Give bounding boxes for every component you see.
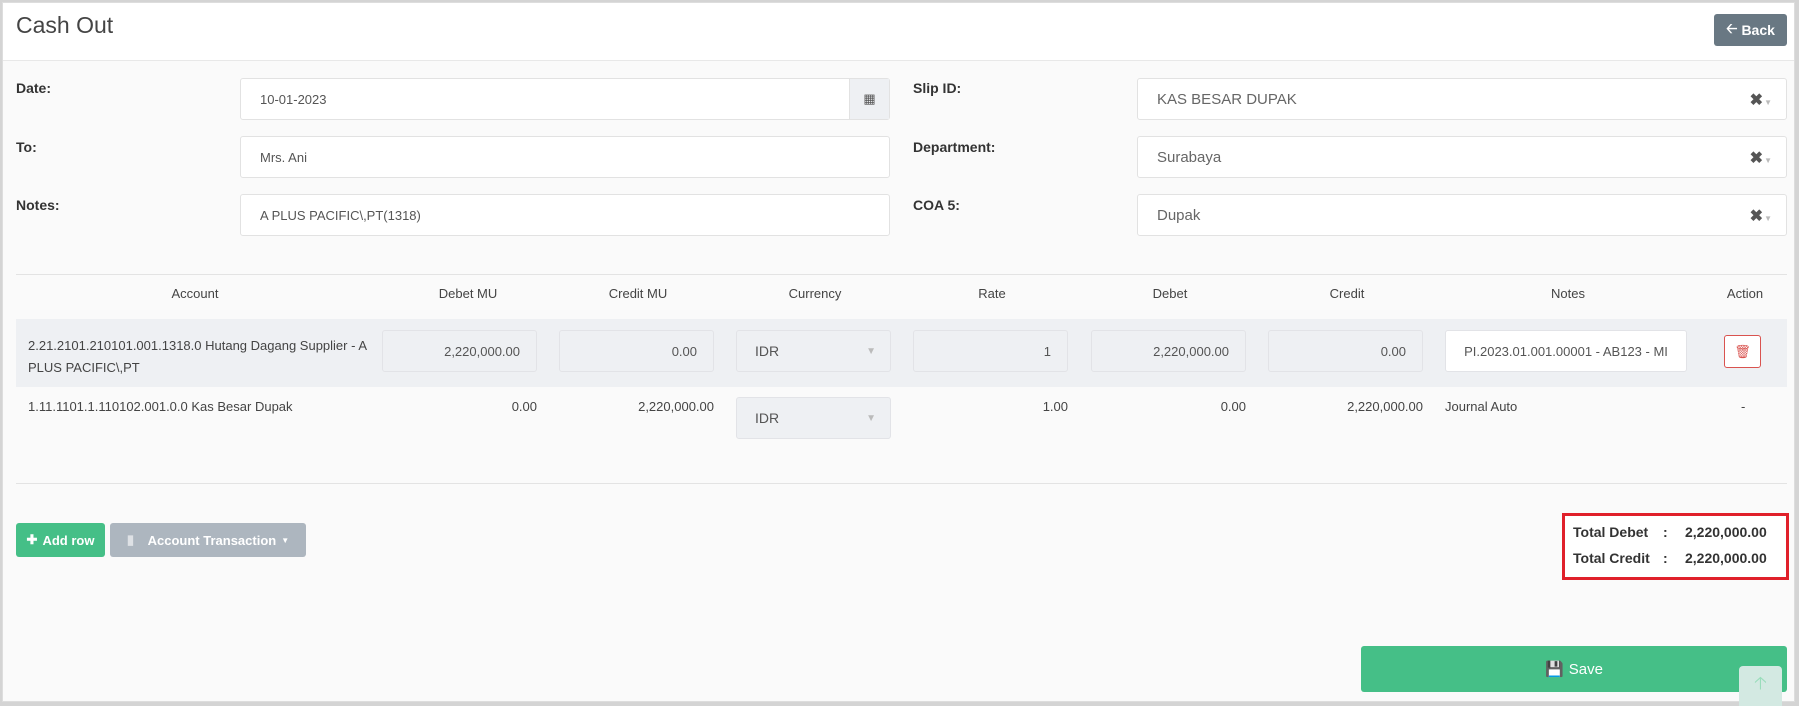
trash-icon: 🗑 <box>1734 343 1751 359</box>
total-credit: Total Credit: 2,220,000.00 <box>1573 550 1786 576</box>
th-credit-mu: Credit MU <box>608 286 668 301</box>
totals-box: Total Debet: 2,220,000.00 Total Credit: 2,… <box>1562 513 1789 580</box>
book-icon: ▮ <box>126 532 135 547</box>
account-transaction-label: Account Transaction <box>147 532 277 548</box>
credit-cell: 2,220,000.00 <box>1347 399 1423 414</box>
notes-input[interactable]: A PLUS PACIFIC\,PT(1318) <box>240 194 890 236</box>
total-debet-label: Total Debet <box>1573 524 1649 540</box>
coa5-select[interactable]: Dupak ✖▼ <box>1137 194 1787 236</box>
back-button[interactable]: 🡠 Back <box>1714 14 1787 46</box>
account-cell: 2.21.2101.210101.001.1318.0 Hutang Dagan… <box>28 338 367 375</box>
plus-icon: ✚ <box>26 532 38 547</box>
notes-label: Notes: <box>16 197 60 213</box>
th-debet-mu: Debet MU <box>438 286 498 301</box>
th-credit: Credit <box>1329 286 1365 301</box>
department-select[interactable]: Surabaya ✖▼ <box>1137 136 1787 178</box>
total-credit-label: Total Credit <box>1573 550 1650 566</box>
delete-row-button[interactable]: 🗑 <box>1724 335 1761 368</box>
credit-input[interactable]: 0.00 <box>1268 330 1423 372</box>
add-row-label: Add row <box>42 532 95 548</box>
rate-cell: 1.00 <box>1042 399 1068 414</box>
add-row-button[interactable]: ✚ Add row <box>16 523 105 557</box>
save-button[interactable]: 💾 Save <box>1361 646 1787 692</box>
debet-mu-cell: 0.00 <box>511 399 537 414</box>
floppy-disk-icon: 💾 <box>1545 661 1564 678</box>
debet-mu-input[interactable]: 2,220,000.00 <box>382 330 537 372</box>
divider <box>16 483 1787 484</box>
clear-icon[interactable]: ✖▼ <box>1749 92 1772 109</box>
th-currency: Currency <box>788 286 842 301</box>
separator: : <box>1663 550 1668 566</box>
divider <box>16 274 1787 275</box>
total-credit-value: 2,220,000.00 <box>1685 550 1767 566</box>
notes-cell: Journal Auto <box>1445 399 1518 414</box>
caret-down-icon: ▼ <box>866 345 876 357</box>
coa5-value: Dupak <box>1157 206 1201 224</box>
debet-cell: 0.00 <box>1220 399 1246 414</box>
account-cell: 1.11.1101.1.110102.001.0.0 Kas Besar Dup… <box>28 399 293 414</box>
currency-select[interactable]: IDR ▼ <box>736 397 891 439</box>
caret-down-icon: ▼ <box>281 535 290 545</box>
scroll-top-button[interactable]: 🡡 <box>1739 666 1782 706</box>
slip-id-value: KAS BESAR DUPAK <box>1157 90 1297 108</box>
th-notes: Notes <box>1551 286 1585 301</box>
row-notes-input[interactable]: PI.2023.01.001.00001 - AB123 - MI <box>1445 330 1687 372</box>
total-debet: Total Debet: 2,220,000.00 <box>1573 524 1786 550</box>
credit-mu-cell: 2,220,000.00 <box>638 399 714 414</box>
separator: : <box>1663 524 1668 540</box>
total-debet-value: 2,220,000.00 <box>1685 524 1767 540</box>
coa5-label: COA 5: <box>913 197 960 213</box>
th-rate: Rate <box>978 286 1006 301</box>
arrow-left-icon: 🡠 <box>1726 20 1738 36</box>
caret-down-icon: ▼ <box>866 412 876 424</box>
department-value: Surabaya <box>1157 148 1222 166</box>
rate-input[interactable]: 1 <box>913 330 1068 372</box>
clear-icon[interactable]: ✖▼ <box>1749 150 1772 167</box>
page-title: Cash Out <box>16 12 114 38</box>
arrow-up-icon: 🡡 <box>1754 673 1767 693</box>
page-header: Cash Out 🡠 Back <box>3 3 1794 61</box>
to-label: To: <box>16 139 37 155</box>
date-value: 10-01-2023 <box>260 91 327 107</box>
department-label: Department: <box>913 139 996 155</box>
to-input[interactable]: Mrs. Ani <box>240 136 890 178</box>
th-action: Action <box>1726 286 1764 301</box>
credit-mu-input[interactable]: 0.00 <box>559 330 714 372</box>
date-input[interactable]: 10-01-2023 ▦ <box>240 78 890 120</box>
th-debet: Debet <box>1152 286 1188 301</box>
account-transaction-dropdown[interactable]: ▮ Account Transaction ▼ <box>110 523 306 557</box>
slip-id-select[interactable]: KAS BESAR DUPAK ✖▼ <box>1137 78 1787 120</box>
th-account: Account <box>171 286 219 301</box>
debet-input[interactable]: 2,220,000.00 <box>1091 330 1246 372</box>
currency-value: IDR <box>755 343 780 359</box>
date-label: Date: <box>16 80 52 96</box>
calendar-icon[interactable]: ▦ <box>849 79 889 119</box>
currency-select[interactable]: IDR ▼ <box>736 330 891 372</box>
slip-id-label: Slip ID: <box>913 80 962 96</box>
currency-value: IDR <box>755 410 780 426</box>
action-cell: - <box>1741 399 1746 414</box>
back-label: Back <box>1741 22 1775 38</box>
save-label: Save <box>1568 660 1603 678</box>
clear-icon[interactable]: ✖▼ <box>1749 208 1772 225</box>
